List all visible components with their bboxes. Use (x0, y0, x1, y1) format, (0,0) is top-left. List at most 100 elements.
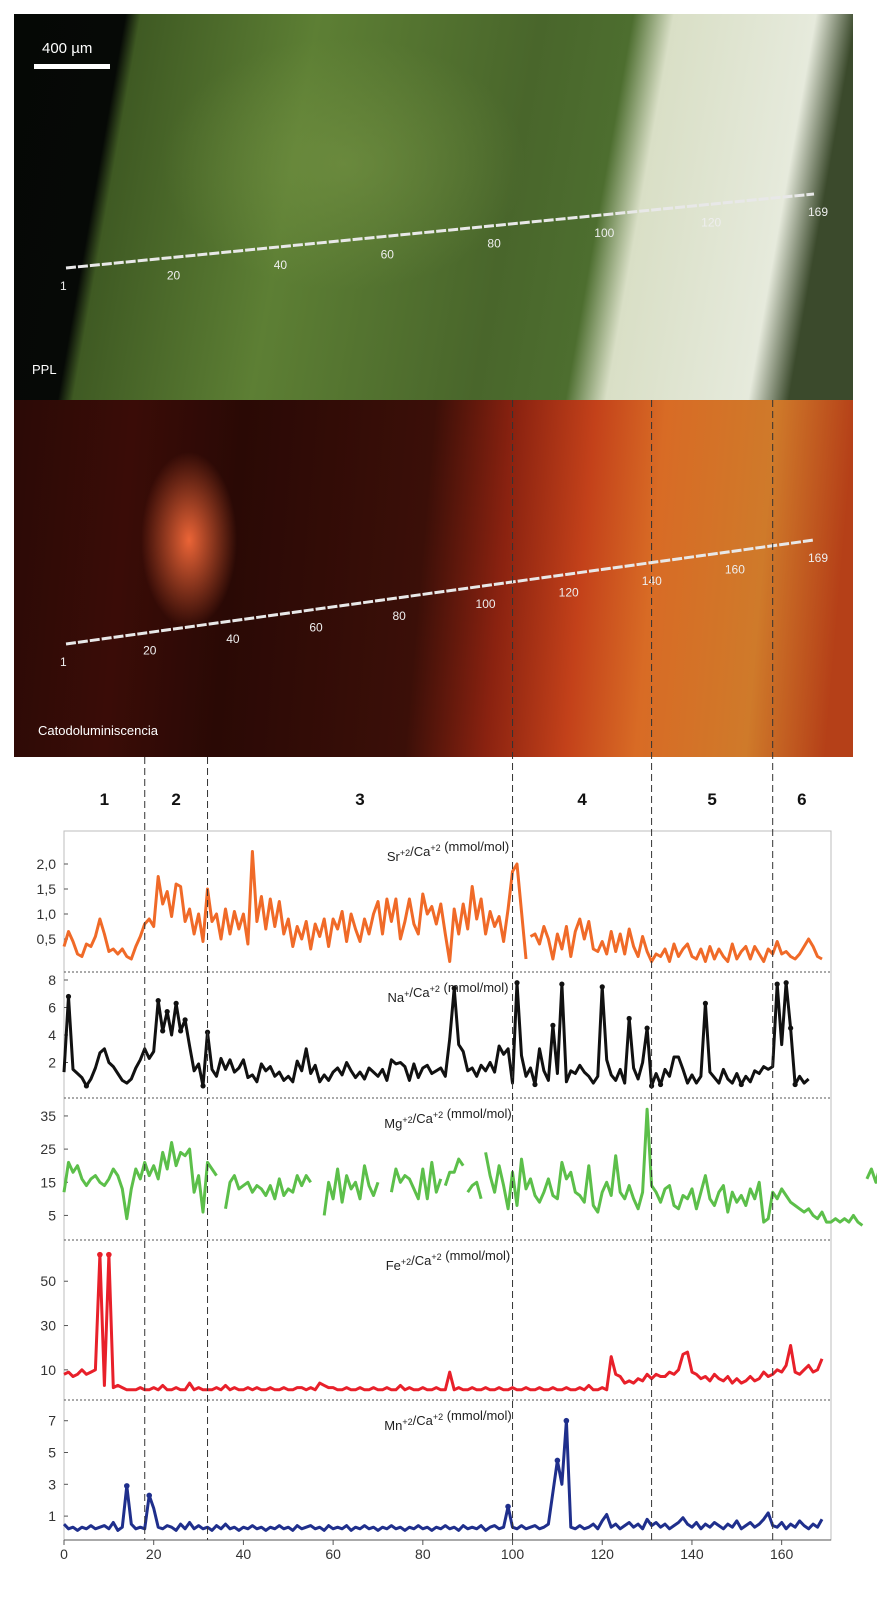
y-tick-label: 30 (40, 1318, 56, 1334)
mg-series-line (865, 1167, 877, 1184)
cathodoluminescence-image: 1 20 40 60 80 100 120 140 160 169 Catodoluminisce… (14, 400, 853, 757)
fe-panel: 10 30 50 Fe+2/Ca+2 (mmol/mol) (40, 1248, 824, 1392)
mn-data-point (554, 1457, 561, 1464)
na-panel: 2 4 6 8 Na+/Ca+2 (mmol/mol) (48, 972, 810, 1089)
y-tick-label: 0,5 (37, 931, 57, 947)
cl-transect-label: 169 (808, 551, 828, 565)
zone-label-3: 3 (355, 790, 365, 809)
ppl-transect-label: 1 (60, 279, 67, 293)
mg-series-line (466, 1180, 483, 1200)
mn-data-point (123, 1483, 130, 1489)
na-data-point (83, 1083, 90, 1089)
na-data-point (599, 984, 605, 990)
na-data-point (774, 981, 780, 987)
y-tick-label: 5 (48, 1207, 56, 1223)
na-data-point (644, 1025, 650, 1031)
zone-label-5: 5 (707, 790, 717, 809)
y-tick-label: 2 (48, 1055, 56, 1071)
na-data-point (200, 1083, 206, 1089)
cl-transect-label: 120 (559, 586, 579, 600)
scale-bar (34, 64, 110, 69)
na-data-point (155, 998, 161, 1004)
mg-series-line (322, 1164, 380, 1216)
ppl-transect-label: 20 (167, 268, 181, 282)
na-data-point (702, 1000, 709, 1006)
x-tick-label: 100 (501, 1546, 525, 1562)
x-tick-label: 40 (236, 1546, 252, 1562)
mg-series-line (484, 1107, 864, 1227)
mn-data-point (563, 1417, 570, 1424)
na-data-point (626, 1015, 632, 1022)
y-tick-label: 5 (48, 1445, 56, 1461)
mg-panel: 5 15 25 35 Mg+2/Ca+2 (mmol/mol) (40, 1106, 877, 1227)
scale-bar-label: 400 µm (42, 40, 93, 57)
na-data-point (164, 1009, 170, 1015)
y-tick-label: 6 (48, 1000, 56, 1016)
na-data-point (738, 1081, 744, 1088)
fe-panel-title: Fe+2/Ca+2 (mmol/mol) (386, 1248, 511, 1273)
cl-transect-label: 80 (392, 609, 406, 623)
na-data-point (657, 1081, 664, 1088)
na-data-point (182, 1017, 188, 1023)
chart-frame (63, 830, 832, 1541)
cl-label: Catodoluminiscencia (38, 723, 158, 738)
ppl-transect-label: 100 (594, 226, 614, 240)
mg-series-line (224, 1174, 312, 1210)
ppl-transect-label: 169 (808, 205, 828, 219)
cl-transect-label: 160 (725, 563, 745, 577)
na-data-point (514, 980, 520, 986)
zone-label-6: 6 (797, 790, 807, 809)
zone-label-4: 4 (577, 790, 587, 809)
na-data-point (550, 1022, 556, 1028)
y-tick-label: 1,0 (37, 906, 57, 922)
sr-panel-title: Sr+2/Ca+2 (mmol/mol) (387, 839, 509, 864)
y-tick-label: 4 (48, 1027, 56, 1043)
fe-series-line (63, 1253, 824, 1392)
na-data-point (532, 1081, 538, 1088)
y-tick-label: 8 (48, 972, 56, 988)
ppl-transect-line (65, 192, 815, 270)
mn-panel: 1 3 5 7 Mn+2/Ca+2 (mmol/mol) (48, 1408, 824, 1532)
x-tick-label: 80 (415, 1546, 431, 1562)
cl-transect-label: 20 (143, 643, 157, 657)
cl-transect-label: 40 (226, 632, 240, 646)
na-panel-title: Na+/Ca+2 (mmol/mol) (388, 980, 509, 1005)
fe-data-point (106, 1251, 112, 1258)
mg-panel-title: Mg+2/Ca+2 (mmol/mol) (384, 1106, 511, 1131)
y-tick-label: 1 (48, 1508, 56, 1524)
y-tick-label: 3 (48, 1476, 56, 1492)
mg-series-line (389, 1160, 443, 1201)
y-tick-label: 10 (40, 1362, 56, 1378)
mn-panel-title: Mn+2/Ca+2 (mmol/mol) (384, 1408, 511, 1433)
cl-transect-label: 1 (60, 655, 67, 669)
sr-series-line (529, 917, 823, 963)
ppl-image: 1 20 40 60 80 100 120 169 400 µm PPL (14, 14, 853, 400)
y-tick-label: 25 (40, 1141, 56, 1157)
x-tick-label: 120 (591, 1546, 615, 1562)
na-data-point (783, 980, 789, 986)
na-data-point (173, 1000, 179, 1006)
mn-data-point (146, 1492, 153, 1499)
na-data-point (559, 981, 565, 987)
na-data-point (160, 1028, 166, 1034)
zone-label-2: 2 (171, 790, 181, 809)
y-tick-label: 50 (40, 1273, 56, 1289)
x-tick-label: 140 (680, 1546, 704, 1562)
y-tick-label: 1,5 (37, 881, 57, 897)
sr-series-line (62, 850, 528, 963)
mg-series-line (62, 1141, 218, 1221)
cl-transect-label: 60 (309, 620, 323, 634)
ppl-transect-label: 80 (487, 237, 501, 251)
mg-series-line (443, 1157, 465, 1187)
cl-transect-line (65, 538, 815, 646)
na-data-point (178, 1028, 184, 1034)
x-tick-label: 60 (325, 1546, 341, 1562)
x-tick-label: 20 (146, 1546, 162, 1562)
ppl-transect-label: 60 (381, 247, 395, 261)
na-data-point (792, 1081, 798, 1088)
x-tick-label: 0 (60, 1546, 68, 1562)
na-data-point (451, 985, 457, 991)
cl-transect-label: 100 (476, 597, 496, 611)
